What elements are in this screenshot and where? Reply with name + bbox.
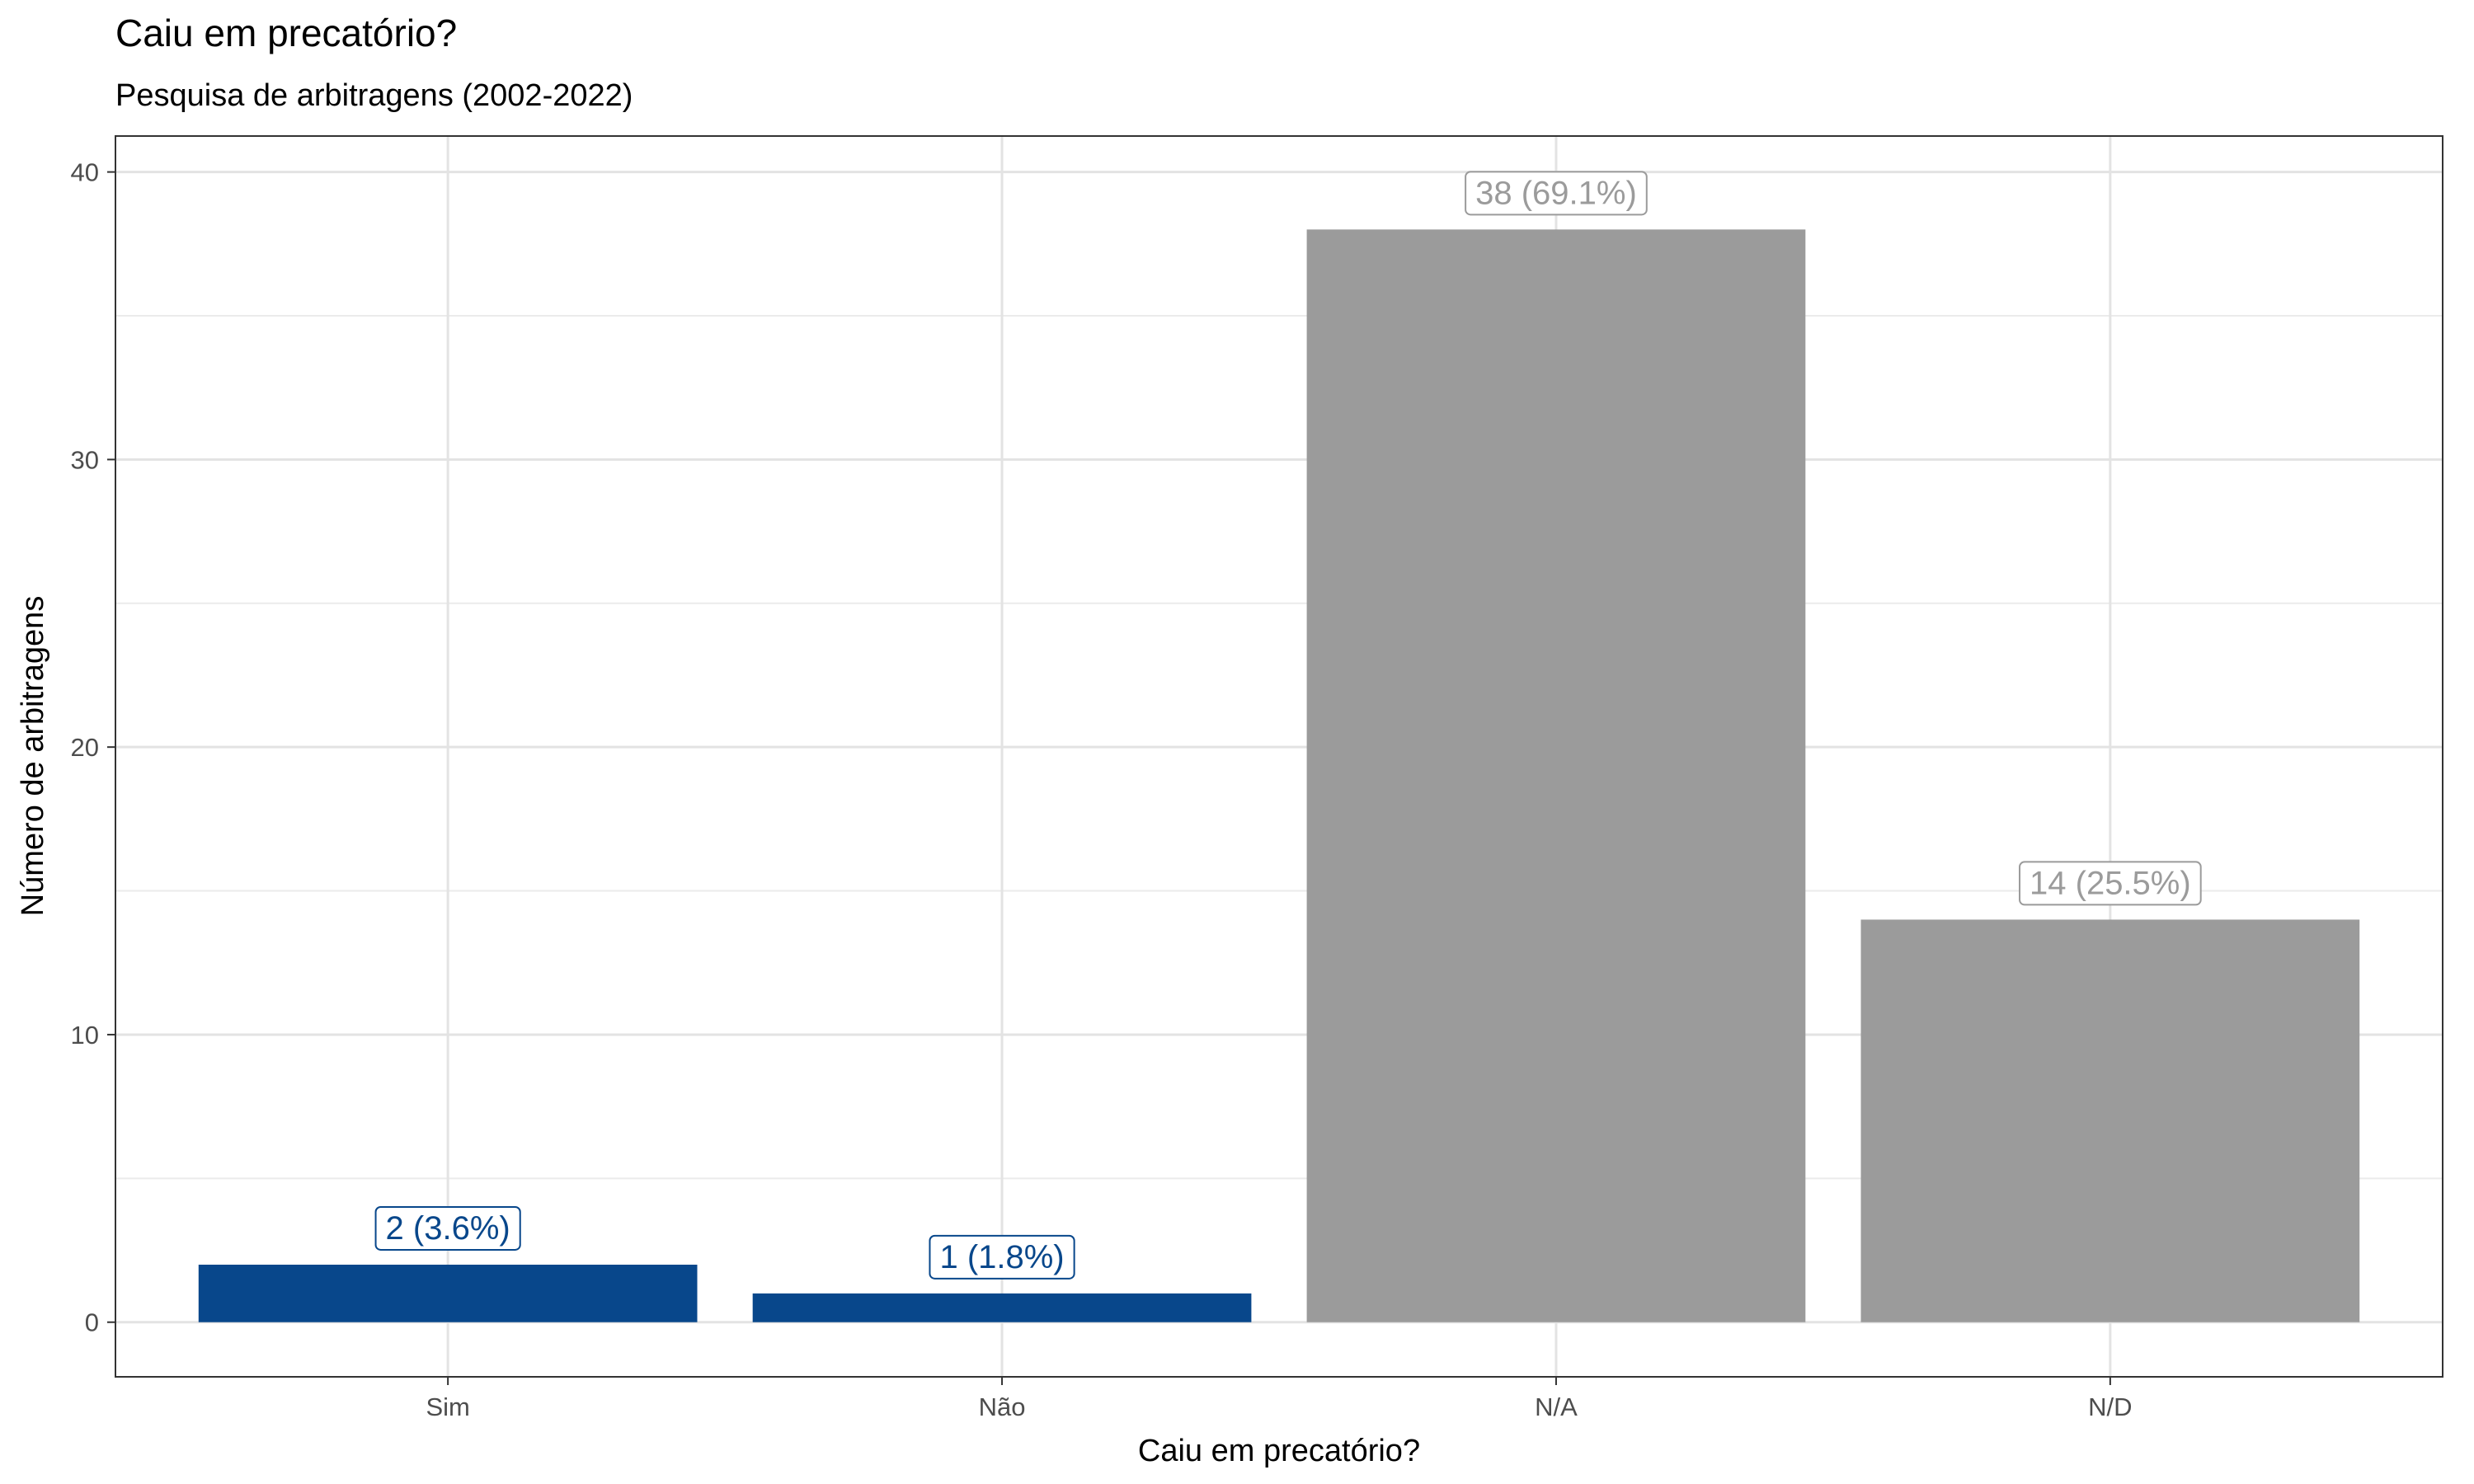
x-tick-label: Não [979, 1392, 1026, 1421]
y-tick-label: 40 [71, 158, 99, 187]
bar-n-d [1860, 919, 2360, 1322]
chart-title: Caiu em precatório? [115, 12, 457, 54]
bar-label-box [929, 1234, 1075, 1280]
chart-subtitle: Pesquisa de arbitragens (2002-2022) [115, 78, 633, 113]
bar-label-box [2019, 861, 2202, 906]
y-tick-label: 10 [71, 1021, 99, 1050]
x-axis-title: Caiu em precatório? [1138, 1434, 1420, 1468]
bar-label: 1 (1.8%) [929, 1234, 1075, 1280]
x-tick-label: N/D [2088, 1392, 2132, 1421]
x-tick-label: Sim [426, 1392, 469, 1421]
bar-label: 2 (3.6%) [374, 1205, 521, 1251]
x-axis: Sim Não N/A N/D [426, 1377, 2133, 1421]
bar-label: 14 (25.5%) [2019, 861, 2202, 906]
y-axis: 0 10 20 30 40 [71, 158, 115, 1337]
y-axis-title: Número de arbitragens [16, 596, 50, 917]
bar-labels: 2 (3.6%) 1 (1.8%) 38 (69.1%) 14 (25.5%) [374, 171, 2202, 1280]
bar-label-text: 14 (25.5%) [2030, 865, 2191, 901]
bar-label-box [1465, 171, 1648, 216]
y-tick-label: 20 [71, 733, 99, 762]
bar-label-text: 38 (69.1%) [1475, 175, 1637, 211]
y-tick-label: 30 [71, 445, 99, 474]
plot-border [115, 135, 2443, 1378]
bar-n-a [1306, 229, 1806, 1322]
bar-label: 38 (69.1%) [1465, 171, 1648, 216]
bar-label-text: 1 (1.8%) [939, 1239, 1064, 1275]
x-tick-label: N/A [1535, 1392, 1578, 1421]
bar-sim [198, 1264, 698, 1322]
y-tick-label: 0 [85, 1308, 99, 1337]
bars [198, 229, 2360, 1322]
bar-n-o [752, 1293, 1252, 1322]
bar-label-box [374, 1205, 521, 1251]
bar-label-text: 2 (3.6%) [386, 1210, 510, 1247]
